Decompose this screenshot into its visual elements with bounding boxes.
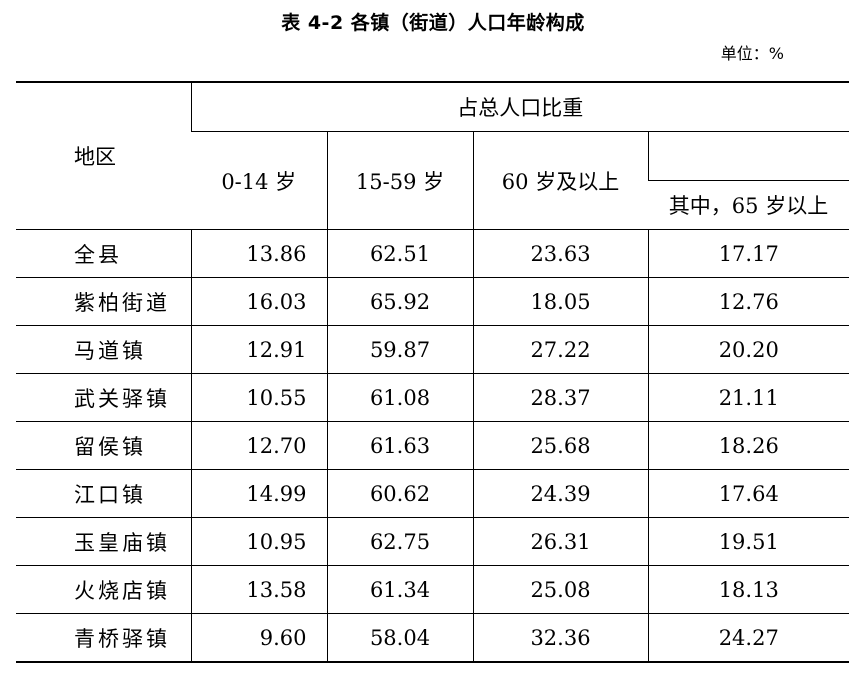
age-15-59-cell: 60.62 <box>326 469 473 518</box>
age-65-plus-cell: 21.11 <box>647 373 849 422</box>
region-name-cell: 玉皇庙镇 <box>16 517 191 566</box>
table-row: 紫柏街道 16.03 65.92 18.05 12.76 <box>16 277 849 326</box>
region-name-cell: 江口镇 <box>16 469 191 518</box>
region-name-cell: 火烧店镇 <box>16 565 191 614</box>
age-0-14-cell: 13.58 <box>190 565 327 614</box>
age-15-59-cell: 61.34 <box>326 565 473 614</box>
table-title: 表 4-2 各镇（街道）人口年龄构成 <box>281 12 585 34</box>
age-15-59-cell: 61.08 <box>326 373 473 422</box>
age-15-59-cell: 65.92 <box>326 277 473 326</box>
header-region: 地区 <box>16 81 191 230</box>
header-age-15-59: 15-59 岁 <box>326 131 473 230</box>
age-65-plus-cell: 12.76 <box>647 277 849 326</box>
table-row: 马道镇 12.91 59.87 27.22 20.20 <box>16 325 849 374</box>
age-65-plus-cell: 24.27 <box>647 613 849 663</box>
age-0-14-cell: 14.99 <box>190 469 327 518</box>
age-60-plus-cell: 24.39 <box>472 469 648 518</box>
header-age-0-14: 0-14 岁 <box>191 131 327 230</box>
age-65-plus-cell: 18.26 <box>647 421 849 470</box>
age-60-plus-cell: 28.37 <box>472 373 648 422</box>
age-60-plus-cell: 18.05 <box>472 277 648 326</box>
header-age-60-plus: 60 岁及以上 <box>472 131 648 230</box>
table-row: 留侯镇 12.70 61.63 25.68 18.26 <box>16 421 849 470</box>
age-60-plus-cell: 32.36 <box>472 613 648 663</box>
region-name-cell: 全县 <box>16 229 191 278</box>
header-sub-empty <box>647 131 849 181</box>
age-0-14-cell: 12.91 <box>190 325 327 374</box>
age-15-59-cell: 62.51 <box>326 229 473 278</box>
age-60-plus-cell: 25.08 <box>472 565 648 614</box>
table-row: 火烧店镇 13.58 61.34 25.08 18.13 <box>16 565 849 614</box>
age-0-14-cell: 12.70 <box>190 421 327 470</box>
age-60-plus-cell: 23.63 <box>472 229 648 278</box>
region-name-cell: 紫柏街道 <box>16 277 191 326</box>
age-65-plus-cell: 18.13 <box>647 565 849 614</box>
age-60-plus-cell: 27.22 <box>472 325 648 374</box>
age-15-59-cell: 59.87 <box>326 325 473 374</box>
age-65-plus-cell: 17.64 <box>647 469 849 518</box>
age-65-plus-cell: 20.20 <box>647 325 849 374</box>
age-60-plus-cell: 26.31 <box>472 517 648 566</box>
table-row: 青桥驿镇 9.60 58.04 32.36 24.27 <box>16 613 849 663</box>
age-60-plus-cell: 25.68 <box>472 421 648 470</box>
header-group: 占总人口比重 <box>190 81 849 132</box>
age-0-14-cell: 16.03 <box>190 277 327 326</box>
age-composition-table: 地区 占总人口比重 0-14 岁 15-59 岁 60 岁及以上 其中，65 岁… <box>16 81 849 663</box>
age-0-14-cell: 13.86 <box>190 229 327 278</box>
unit-label: 单位：% <box>720 44 784 63</box>
age-15-59-cell: 62.75 <box>326 517 473 566</box>
region-name-cell: 留侯镇 <box>16 421 191 470</box>
table-row: 武关驿镇 10.55 61.08 28.37 21.11 <box>16 373 849 422</box>
region-name-cell: 青桥驿镇 <box>16 613 191 663</box>
age-65-plus-cell: 17.17 <box>647 229 849 278</box>
age-15-59-cell: 61.63 <box>326 421 473 470</box>
header-age-65-plus: 其中，65 岁以上 <box>648 180 849 230</box>
age-0-14-cell: 10.95 <box>190 517 327 566</box>
region-name-cell: 武关驿镇 <box>16 373 191 422</box>
age-15-59-cell: 58.04 <box>326 613 473 663</box>
age-0-14-cell: 10.55 <box>190 373 327 422</box>
region-name-cell: 马道镇 <box>16 325 191 374</box>
table-row: 玉皇庙镇 10.95 62.75 26.31 19.51 <box>16 517 849 566</box>
table-row: 江口镇 14.99 60.62 24.39 17.64 <box>16 469 849 518</box>
age-0-14-cell: 9.60 <box>190 613 327 663</box>
table-row: 全县 13.86 62.51 23.63 17.17 <box>16 229 849 278</box>
age-65-plus-cell: 19.51 <box>647 517 849 566</box>
